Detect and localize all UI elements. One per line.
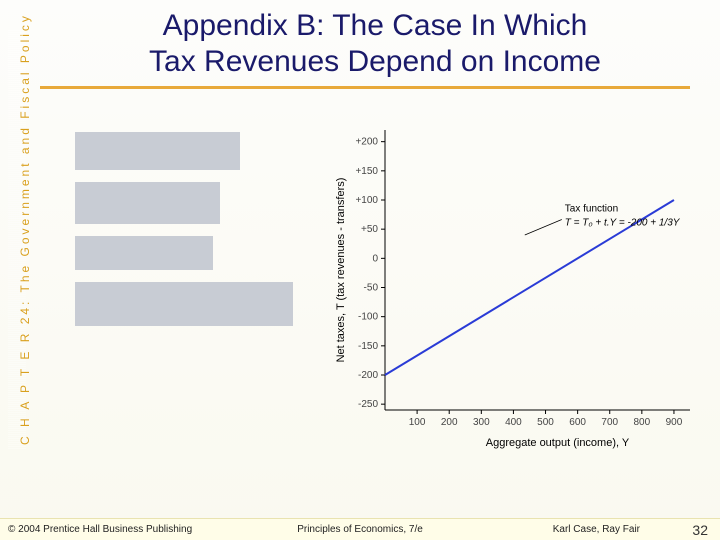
redacted-bullet — [75, 236, 213, 270]
title-underline — [40, 86, 690, 89]
footer-copyright: © 2004 Prentice Hall Business Publishing — [8, 524, 192, 535]
redacted-bullet — [75, 182, 220, 224]
svg-text:+100: +100 — [355, 195, 378, 206]
title-line-2: Tax Revenues Depend on Income — [60, 44, 690, 80]
svg-text:300: 300 — [473, 417, 490, 428]
footer-book-title: Principles of Economics, 7/e — [297, 524, 423, 535]
footer-authors: Karl Case, Ray Fair — [553, 524, 640, 535]
footer-page-number: 32 — [692, 522, 708, 538]
svg-text:200: 200 — [441, 417, 458, 428]
svg-text:400: 400 — [505, 417, 522, 428]
slide-title: Appendix B: The Case In Which Tax Revenu… — [60, 8, 690, 80]
svg-text:Tax function: Tax function — [565, 204, 618, 215]
svg-text:Aggregate output (income), Y: Aggregate output (income), Y — [486, 437, 630, 449]
svg-text:+50: +50 — [361, 224, 378, 235]
chart-svg: -250 -200 -150 -100 -50 0 +50 +100 +150 +200 100 20… — [330, 120, 700, 460]
bullet-region — [75, 132, 293, 338]
svg-text:700: 700 — [601, 417, 618, 428]
svg-text:600: 600 — [569, 417, 586, 428]
svg-text:-150: -150 — [358, 341, 378, 352]
svg-text:-100: -100 — [358, 312, 378, 323]
svg-text:100: 100 — [409, 417, 426, 428]
svg-text:-50: -50 — [364, 283, 379, 294]
svg-text:-200: -200 — [358, 370, 378, 381]
slide-footer: © 2004 Prentice Hall Business Publishing… — [0, 518, 720, 540]
svg-text:T = T₀ + t.Y = -200 + 1/3Y: T = T₀ + t.Y = -200 + 1/3Y — [565, 218, 681, 229]
redacted-bullet — [75, 132, 240, 170]
svg-text:-250: -250 — [358, 399, 378, 410]
tax-function-chart: -250 -200 -150 -100 -50 0 +50 +100 +150 +200 100 20… — [330, 120, 700, 460]
svg-text:Net taxes, T (tax revenues - t: Net taxes, T (tax revenues - transfers) — [335, 178, 347, 363]
redacted-bullet — [75, 282, 293, 326]
svg-text:900: 900 — [666, 417, 683, 428]
chapter-sidebar-label: C H A P T E R 24: The Government and Fis… — [18, 13, 32, 445]
svg-text:+200: +200 — [355, 137, 378, 148]
svg-text:800: 800 — [633, 417, 650, 428]
svg-text:+150: +150 — [355, 166, 378, 177]
svg-text:0: 0 — [372, 253, 378, 264]
title-line-1: Appendix B: The Case In Which — [60, 8, 690, 44]
svg-text:500: 500 — [537, 417, 554, 428]
